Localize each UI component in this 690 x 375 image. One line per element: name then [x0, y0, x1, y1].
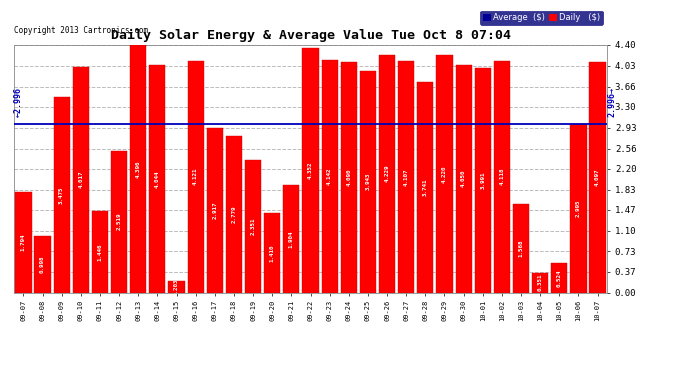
Bar	[72, 66, 89, 292]
Bar	[475, 68, 491, 292]
Bar	[589, 62, 606, 292]
Bar	[513, 204, 529, 292]
Text: 4.229: 4.229	[384, 165, 390, 182]
Text: 1.446: 1.446	[97, 243, 102, 261]
Bar	[245, 160, 262, 292]
Text: 3.991: 3.991	[480, 171, 485, 189]
Text: 4.396: 4.396	[136, 160, 141, 178]
Text: 0.351: 0.351	[538, 274, 543, 291]
Text: 4.118: 4.118	[500, 168, 504, 185]
Bar	[149, 65, 166, 292]
Text: 2.519: 2.519	[117, 213, 121, 230]
Text: 4.220: 4.220	[442, 165, 447, 183]
Text: 1.568: 1.568	[519, 240, 524, 257]
Bar	[54, 97, 70, 292]
Text: 2.995: 2.995	[576, 200, 581, 217]
Text: 3.741: 3.741	[423, 178, 428, 196]
Bar	[302, 48, 319, 292]
Bar	[207, 128, 223, 292]
Bar	[551, 263, 567, 292]
Text: 0.998: 0.998	[40, 256, 45, 273]
Bar	[15, 192, 32, 292]
Bar	[188, 61, 204, 292]
Text: 4.090: 4.090	[346, 169, 351, 186]
Bar	[379, 55, 395, 292]
Bar	[283, 185, 299, 292]
Bar	[398, 62, 415, 292]
Bar	[532, 273, 549, 292]
Bar	[359, 71, 376, 292]
Bar	[111, 151, 127, 292]
Bar	[130, 45, 146, 292]
Text: 2.779: 2.779	[231, 206, 237, 223]
Text: 4.050: 4.050	[461, 170, 466, 188]
Text: 4.121: 4.121	[193, 168, 198, 185]
Bar	[341, 62, 357, 292]
Bar	[494, 61, 510, 292]
Text: 1.410: 1.410	[270, 244, 275, 262]
Bar	[168, 281, 185, 292]
Text: 4.142: 4.142	[327, 167, 332, 185]
Text: 2.996→: 2.996→	[607, 87, 616, 117]
Text: 0.524: 0.524	[557, 269, 562, 286]
Title: Daily Solar Energy & Average Value Tue Oct 8 07:04: Daily Solar Energy & Average Value Tue O…	[110, 29, 511, 42]
Text: 3.475: 3.475	[59, 186, 64, 204]
Bar	[92, 211, 108, 292]
Text: 3.943: 3.943	[366, 173, 371, 190]
Text: 4.017: 4.017	[78, 171, 83, 188]
Text: 2.351: 2.351	[250, 217, 255, 235]
Legend: Average  ($), Daily   ($): Average ($), Daily ($)	[480, 11, 603, 25]
Bar	[264, 213, 280, 292]
Text: 1.904: 1.904	[289, 230, 294, 248]
Bar	[417, 82, 433, 292]
Text: 4.107: 4.107	[404, 168, 408, 186]
Text: 0.203: 0.203	[174, 278, 179, 296]
Bar	[34, 236, 50, 292]
Text: 4.044: 4.044	[155, 170, 160, 188]
Bar	[571, 124, 586, 292]
Bar	[436, 55, 453, 292]
Text: 1.794: 1.794	[21, 233, 26, 251]
Bar	[455, 64, 472, 292]
Text: 4.097: 4.097	[595, 168, 600, 186]
Text: Copyright 2013 Cartronics.com: Copyright 2013 Cartronics.com	[14, 26, 148, 35]
Text: ←2.996: ←2.996	[14, 87, 23, 117]
Text: 4.352: 4.352	[308, 161, 313, 179]
Bar	[322, 60, 338, 292]
Text: 2.917: 2.917	[213, 202, 217, 219]
Bar	[226, 136, 242, 292]
